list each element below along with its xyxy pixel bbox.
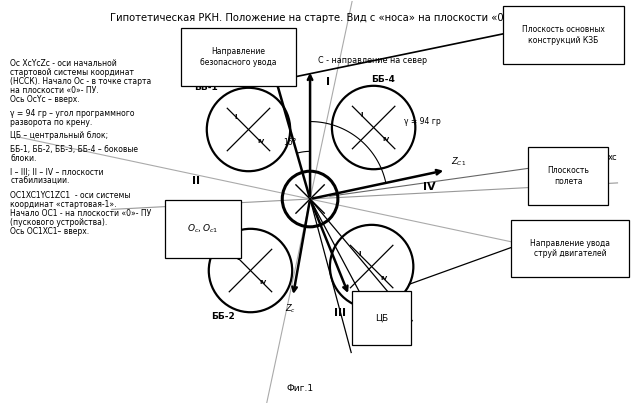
Text: IV: IV bbox=[423, 182, 436, 192]
Text: IV: IV bbox=[380, 276, 388, 282]
Text: на плоскости «0»- ПУ.: на плоскости «0»- ПУ. bbox=[10, 86, 99, 95]
Text: координат «стартовая-1».: координат «стартовая-1». bbox=[10, 200, 116, 209]
Text: I: I bbox=[360, 112, 362, 118]
Text: стартовой системы координат: стартовой системы координат bbox=[10, 68, 134, 77]
Text: Направление увода
струй двигателей: Направление увода струй двигателей bbox=[531, 239, 611, 259]
Text: ББ-4: ББ-4 bbox=[372, 75, 396, 84]
Text: Начало OC1 - на плоскости «0»- ПУ: Начало OC1 - на плоскости «0»- ПУ bbox=[10, 209, 152, 218]
Text: IV: IV bbox=[259, 280, 266, 285]
Text: IV: IV bbox=[382, 137, 390, 142]
Text: $O_{c}, O_{c1}$: $O_{c}, O_{c1}$ bbox=[187, 223, 218, 235]
Text: $Z_{c}$: $Z_{c}$ bbox=[285, 303, 296, 315]
Text: Направление
безопасного увода: Направление безопасного увода bbox=[200, 47, 277, 67]
Text: хс: хс bbox=[608, 153, 618, 162]
Text: Гипотетическая РКН. Положение на старте. Вид с «носа» на плоскости «0»-ПУ.: Гипотетическая РКН. Положение на старте.… bbox=[110, 13, 530, 23]
Text: I: I bbox=[326, 77, 330, 87]
Text: ББ-2: ББ-2 bbox=[211, 312, 234, 321]
Text: $Z_{C1}$: $Z_{C1}$ bbox=[451, 155, 466, 168]
Text: IV: IV bbox=[257, 139, 264, 144]
Text: ЦБ: ЦБ bbox=[375, 314, 388, 323]
Text: γ = 94 гр: γ = 94 гр bbox=[404, 117, 441, 126]
Text: ББ-1, ББ-2, ББ-3, ББ-4 – боковые: ББ-1, ББ-2, ББ-3, ББ-4 – боковые bbox=[10, 145, 138, 154]
Text: С - направление на север: С - направление на север bbox=[318, 56, 427, 65]
Text: ББ-3: ББ-3 bbox=[378, 302, 401, 311]
Text: Плоскость
полета: Плоскость полета bbox=[547, 166, 589, 186]
Text: OC1XC1YC1ZC1  - оси системы: OC1XC1YC1ZC1 - оси системы bbox=[10, 191, 131, 200]
Text: Ос XcYcZc - оси начальной: Ос XcYcZc - оси начальной bbox=[10, 59, 117, 68]
Text: Фиг.1: Фиг.1 bbox=[287, 384, 314, 393]
Text: I – III; II – IV – плоскости: I – III; II – IV – плоскости bbox=[10, 168, 104, 177]
Text: γ = 94 гр – угол программного: γ = 94 гр – угол программного bbox=[10, 109, 134, 118]
Text: блоки.: блоки. bbox=[10, 154, 36, 163]
Text: Ось OC1XC1– вверх.: Ось OC1XC1– вверх. bbox=[10, 227, 89, 236]
Text: 16°: 16° bbox=[284, 139, 297, 147]
Text: ЦБ – центральный блок;: ЦБ – центральный блок; bbox=[10, 131, 108, 141]
Text: разворота по крену.: разворота по крену. bbox=[10, 118, 92, 126]
Text: II: II bbox=[192, 176, 200, 186]
Text: стабилизации.: стабилизации. bbox=[10, 177, 70, 186]
Text: I: I bbox=[235, 114, 237, 120]
Text: ББ-1: ББ-1 bbox=[194, 83, 218, 92]
Text: Плоскость основных
конструкций КЗБ: Плоскость основных конструкций КЗБ bbox=[522, 25, 605, 45]
Text: I: I bbox=[358, 251, 360, 257]
Text: I: I bbox=[237, 255, 239, 261]
Text: Ось OcYc – вверх.: Ось OcYc – вверх. bbox=[10, 95, 80, 104]
Text: (пускового устройства).: (пускового устройства). bbox=[10, 218, 108, 227]
Text: III: III bbox=[334, 308, 346, 318]
Text: (НССК). Начало Ос - в точке старта: (НССК). Начало Ос - в точке старта bbox=[10, 77, 152, 86]
Text: $Y_{C1}$: $Y_{C1}$ bbox=[352, 301, 367, 313]
